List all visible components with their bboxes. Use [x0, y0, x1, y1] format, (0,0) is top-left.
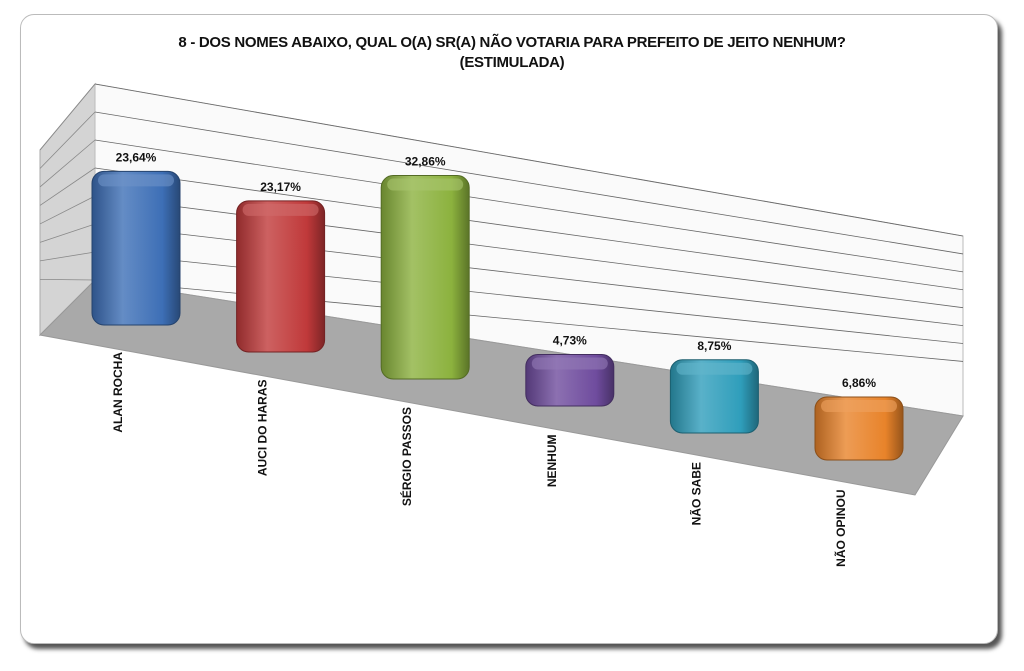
- bar-top-highlight: [387, 178, 464, 191]
- category-label: NENHUM: [545, 435, 559, 488]
- gridline-side: [39, 195, 96, 225]
- category-label: NÃO OPINOU: [833, 490, 848, 567]
- gridline-side: [39, 223, 96, 243]
- bar-top-highlight: [98, 174, 174, 187]
- category-label: AUCI DO HARAS: [256, 380, 270, 477]
- bar-5: [814, 396, 904, 461]
- chart-title: 8 - DOS NOMES ABAIXO, QUAL O(A) SR(A) NÃ…: [178, 34, 846, 51]
- gridline: [94, 167, 964, 291]
- bar-1: [236, 200, 326, 353]
- bar-top-highlight: [531, 357, 608, 370]
- chart-subtitle: (ESTIMULADA): [459, 54, 565, 71]
- data-label: 8,75%: [697, 339, 731, 353]
- gridline: [94, 111, 964, 255]
- gridline-side: [39, 251, 96, 262]
- data-label: 23,64%: [116, 150, 157, 164]
- data-label: 23,17%: [260, 180, 301, 194]
- gridline-side: [39, 111, 96, 169]
- gridline-side: [39, 278, 96, 281]
- category-label: ALAN ROCHA: [111, 352, 125, 433]
- gridline: [94, 83, 964, 237]
- gridline-side: [39, 83, 96, 151]
- data-label: 4,73%: [553, 333, 587, 347]
- category-label: SÉRGIO PASSOS: [399, 407, 414, 506]
- gridline-side: [39, 167, 96, 206]
- data-label: 6,86%: [842, 376, 876, 390]
- bar-top-highlight: [242, 203, 319, 216]
- category-label: NÃO SABE: [688, 462, 703, 525]
- bar-2: [380, 175, 470, 380]
- bar-top-highlight: [821, 399, 897, 412]
- bar-0: [91, 170, 181, 326]
- data-label: 32,86%: [405, 155, 446, 169]
- gridline-side: [39, 139, 96, 188]
- gridline: [94, 139, 964, 273]
- bar-4: [669, 359, 759, 434]
- bar-top-highlight: [676, 362, 753, 375]
